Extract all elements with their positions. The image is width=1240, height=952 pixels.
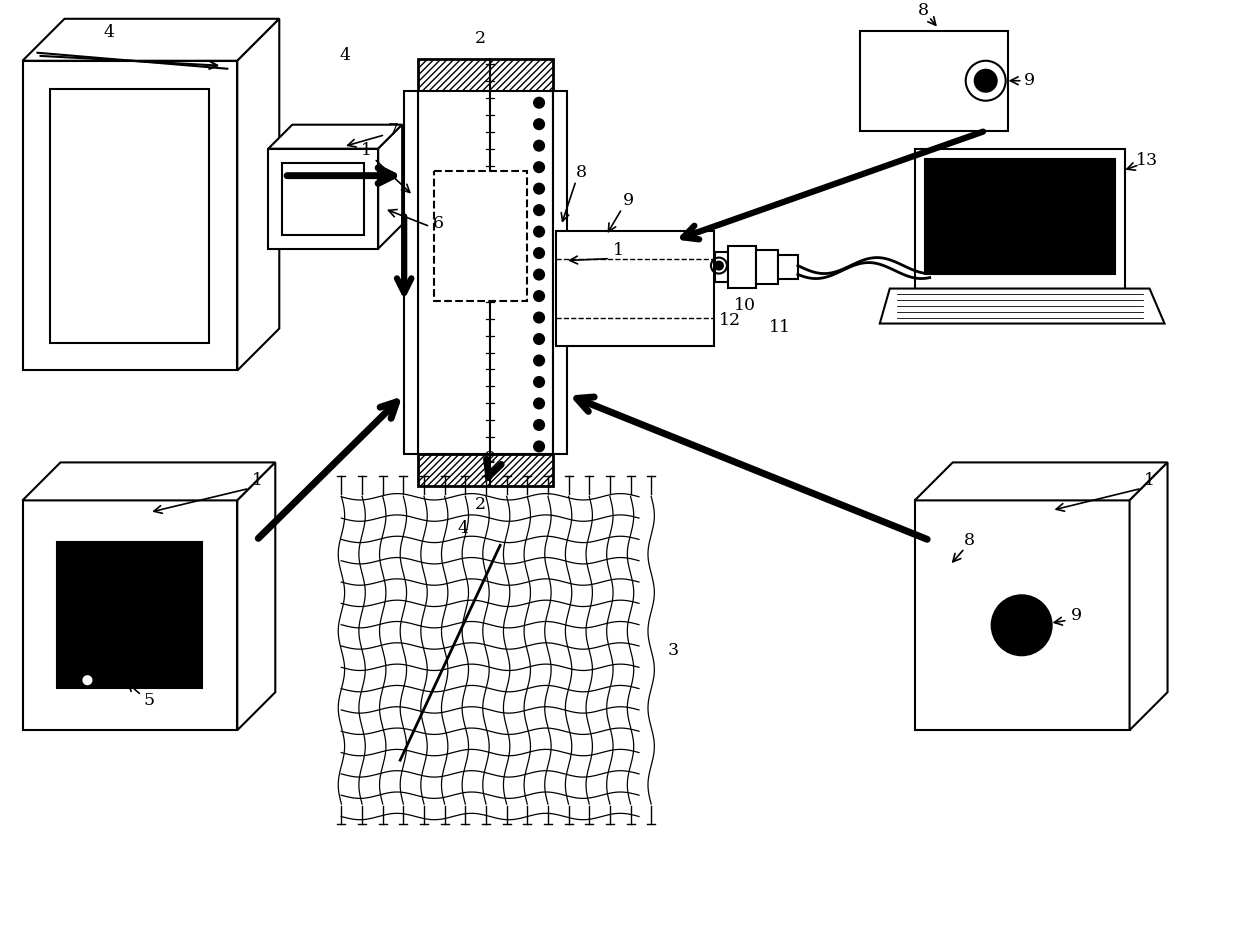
Text: 7: 7: [388, 122, 399, 139]
Circle shape: [534, 312, 544, 323]
Text: 4: 4: [458, 520, 469, 537]
Bar: [22, 501, 237, 730]
Bar: [418, 59, 553, 90]
Polygon shape: [268, 125, 402, 149]
Text: 12: 12: [719, 312, 742, 329]
Text: 2: 2: [475, 496, 486, 513]
Bar: [404, 90, 418, 454]
Text: 8: 8: [575, 164, 587, 181]
Bar: [57, 543, 202, 688]
Bar: [728, 246, 756, 288]
Circle shape: [534, 269, 544, 280]
Circle shape: [975, 69, 997, 91]
Text: 5: 5: [144, 692, 155, 708]
Circle shape: [534, 205, 544, 215]
Polygon shape: [880, 288, 1164, 324]
Polygon shape: [237, 463, 275, 730]
Bar: [418, 454, 553, 486]
Bar: [553, 90, 567, 454]
Text: 10: 10: [734, 297, 756, 314]
Bar: [859, 30, 1008, 130]
Bar: [283, 163, 365, 234]
Bar: [777, 254, 797, 279]
Bar: [756, 249, 777, 284]
Circle shape: [534, 184, 544, 193]
Polygon shape: [915, 463, 1168, 501]
Polygon shape: [1130, 463, 1168, 730]
Circle shape: [534, 420, 544, 430]
Bar: [268, 149, 378, 248]
Text: 1: 1: [361, 142, 372, 159]
Bar: [915, 501, 1130, 730]
Bar: [915, 149, 1125, 288]
Bar: [22, 61, 237, 370]
Text: 8: 8: [965, 532, 975, 549]
Polygon shape: [22, 463, 275, 501]
Circle shape: [534, 227, 544, 237]
Text: 9: 9: [1024, 72, 1035, 89]
Text: 9: 9: [622, 192, 634, 209]
Circle shape: [534, 377, 544, 387]
Text: 4: 4: [104, 24, 115, 41]
Circle shape: [992, 595, 1052, 655]
Bar: [925, 159, 1115, 273]
Polygon shape: [22, 19, 279, 61]
Circle shape: [534, 162, 544, 172]
Circle shape: [534, 355, 544, 366]
Circle shape: [534, 334, 544, 344]
Text: 1: 1: [1145, 472, 1154, 489]
Circle shape: [534, 399, 544, 408]
Text: 11: 11: [769, 319, 791, 336]
Circle shape: [534, 248, 544, 258]
Bar: [51, 89, 210, 343]
Text: 4: 4: [340, 48, 351, 64]
Text: 2: 2: [475, 30, 486, 48]
Text: 9: 9: [1071, 606, 1083, 624]
Polygon shape: [237, 19, 279, 370]
Bar: [434, 170, 527, 301]
Polygon shape: [378, 125, 402, 248]
Circle shape: [534, 98, 544, 108]
Bar: [418, 90, 553, 454]
Circle shape: [715, 262, 723, 269]
Circle shape: [534, 442, 544, 451]
Text: 1: 1: [252, 472, 263, 489]
Circle shape: [534, 291, 544, 301]
Text: 6: 6: [72, 554, 83, 571]
Circle shape: [83, 676, 92, 684]
Text: 8: 8: [919, 2, 929, 19]
Text: 2: 2: [485, 450, 496, 466]
Bar: [715, 251, 728, 282]
Circle shape: [534, 141, 544, 150]
Text: 6: 6: [433, 215, 444, 232]
Bar: [556, 230, 714, 346]
Text: 1: 1: [613, 242, 624, 259]
Text: 13: 13: [1136, 152, 1158, 169]
Text: 3: 3: [667, 642, 678, 659]
Circle shape: [534, 119, 544, 129]
